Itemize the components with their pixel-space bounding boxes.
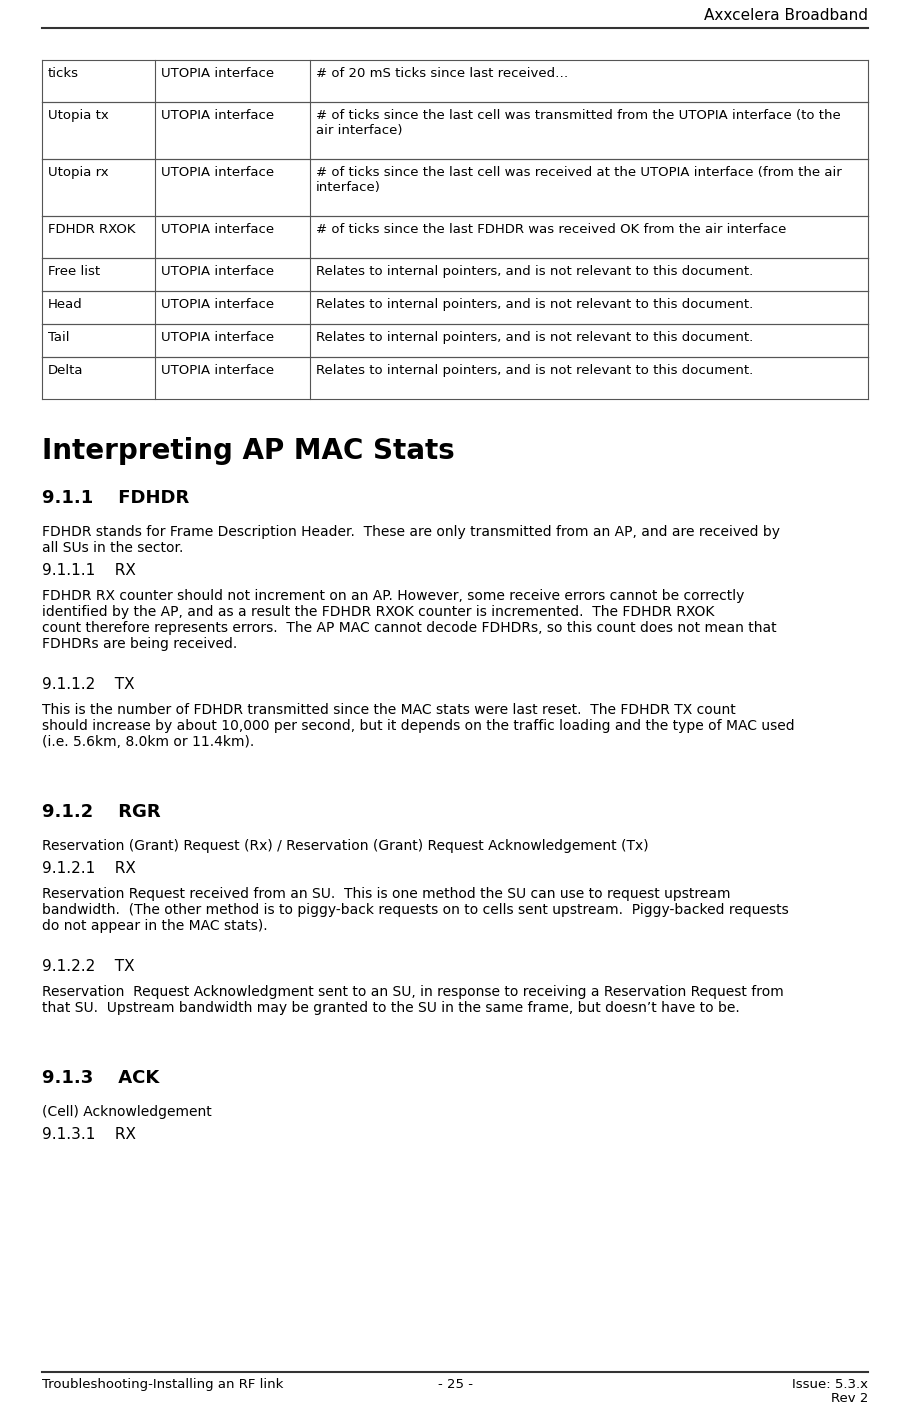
Text: Relates to internal pointers, and is not relevant to this document.: Relates to internal pointers, and is not… [316,364,753,378]
Text: Troubleshooting-Installing an RF link: Troubleshooting-Installing an RF link [42,1377,283,1391]
Text: Tail: Tail [48,331,69,344]
Text: UTOPIA interface: UTOPIA interface [161,67,274,80]
Text: # of ticks since the last cell was received at the UTOPIA interface (from the ai: # of ticks since the last cell was recei… [316,166,842,194]
Text: Reservation (Grant) Request (Rx) / Reservation (Grant) Request Acknowledgement (: Reservation (Grant) Request (Rx) / Reser… [42,840,649,854]
Text: 9.1.1.1    RX: 9.1.1.1 RX [42,563,136,578]
Text: Issue: 5.3.x: Issue: 5.3.x [792,1377,868,1391]
Text: Reservation Request received from an SU.  This is one method the SU can use to r: Reservation Request received from an SU.… [42,887,731,901]
Text: # of ticks since the last cell was transmitted from the UTOPIA interface (to the: # of ticks since the last cell was trans… [316,110,841,138]
Text: 9.1.3.1    RX: 9.1.3.1 RX [42,1127,136,1141]
Text: Utopia rx: Utopia rx [48,166,108,178]
Text: Axxcelera Broadband: Axxcelera Broadband [704,8,868,22]
Text: UTOPIA interface: UTOPIA interface [161,364,274,378]
Text: Relates to internal pointers, and is not relevant to this document.: Relates to internal pointers, and is not… [316,331,753,344]
Text: UTOPIA interface: UTOPIA interface [161,331,274,344]
Text: UTOPIA interface: UTOPIA interface [161,223,274,236]
Text: Free list: Free list [48,265,100,278]
Text: (i.e. 5.6km, 8.0km or 11.4km).: (i.e. 5.6km, 8.0km or 11.4km). [42,736,254,748]
Text: 9.1.2.2    TX: 9.1.2.2 TX [42,959,135,974]
Text: should increase by about 10,000 per second, but it depends on the traffic loadin: should increase by about 10,000 per seco… [42,719,794,733]
Text: This is the number of FDHDR transmitted since the MAC stats were last reset.  Th: This is the number of FDHDR transmitted … [42,703,736,717]
Text: UTOPIA interface: UTOPIA interface [161,265,274,278]
Text: Interpreting AP MAC Stats: Interpreting AP MAC Stats [42,437,455,465]
Text: # of 20 mS ticks since last received…: # of 20 mS ticks since last received… [316,67,568,80]
Text: Delta: Delta [48,364,84,378]
Text: FDHDRs are being received.: FDHDRs are being received. [42,637,238,651]
Text: bandwidth.  (The other method is to piggy-back requests on to cells sent upstrea: bandwidth. (The other method is to piggy… [42,903,789,917]
Text: Utopia tx: Utopia tx [48,110,109,122]
Text: UTOPIA interface: UTOPIA interface [161,298,274,312]
Text: 9.1.1.2    TX: 9.1.1.2 TX [42,677,135,692]
Text: (Cell) Acknowledgement: (Cell) Acknowledgement [42,1105,212,1119]
Text: Head: Head [48,298,83,312]
Text: do not appear in the MAC stats).: do not appear in the MAC stats). [42,920,268,934]
Text: 9.1.2    RGR: 9.1.2 RGR [42,803,161,821]
Text: FDHDR stands for Frame Description Header.  These are only transmitted from an A: FDHDR stands for Frame Description Heade… [42,525,780,539]
Text: 9.1.2.1    RX: 9.1.2.1 RX [42,861,136,876]
Text: identified by the AP, and as a result the FDHDR RXOK counter is incremented.  Th: identified by the AP, and as a result th… [42,605,714,619]
Text: Reservation  Request Acknowledgment sent to an SU, in response to receiving a Re: Reservation Request Acknowledgment sent … [42,986,784,1000]
Text: Relates to internal pointers, and is not relevant to this document.: Relates to internal pointers, and is not… [316,265,753,278]
Text: 9.1.1    FDHDR: 9.1.1 FDHDR [42,489,189,507]
Text: - 25 -: - 25 - [438,1377,472,1391]
Text: Rev 2: Rev 2 [831,1391,868,1404]
Text: all SUs in the sector.: all SUs in the sector. [42,541,197,555]
Text: count therefore represents errors.  The AP MAC cannot decode FDHDRs, so this cou: count therefore represents errors. The A… [42,621,776,635]
Text: 9.1.3    ACK: 9.1.3 ACK [42,1068,159,1087]
Text: FDHDR RXOK: FDHDR RXOK [48,223,136,236]
Text: Relates to internal pointers, and is not relevant to this document.: Relates to internal pointers, and is not… [316,298,753,312]
Text: ticks: ticks [48,67,79,80]
Text: that SU.  Upstream bandwidth may be granted to the SU in the same frame, but doe: that SU. Upstream bandwidth may be grant… [42,1001,740,1015]
Text: # of ticks since the last FDHDR was received OK from the air interface: # of ticks since the last FDHDR was rece… [316,223,786,236]
Text: FDHDR RX counter should not increment on an AP. However, some receive errors can: FDHDR RX counter should not increment on… [42,590,744,602]
Text: UTOPIA interface: UTOPIA interface [161,110,274,122]
Text: UTOPIA interface: UTOPIA interface [161,166,274,178]
